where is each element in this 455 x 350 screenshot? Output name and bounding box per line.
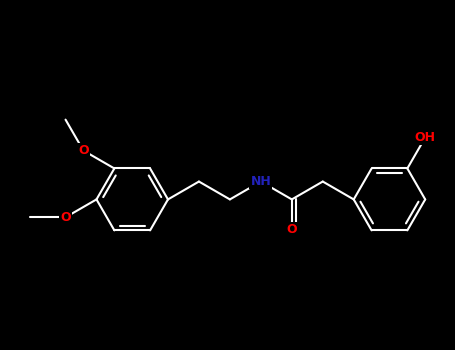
Text: OH: OH [415,131,436,144]
Text: NH: NH [250,175,271,188]
Text: O: O [287,223,297,236]
Text: O: O [60,211,71,224]
Text: O: O [78,144,89,157]
